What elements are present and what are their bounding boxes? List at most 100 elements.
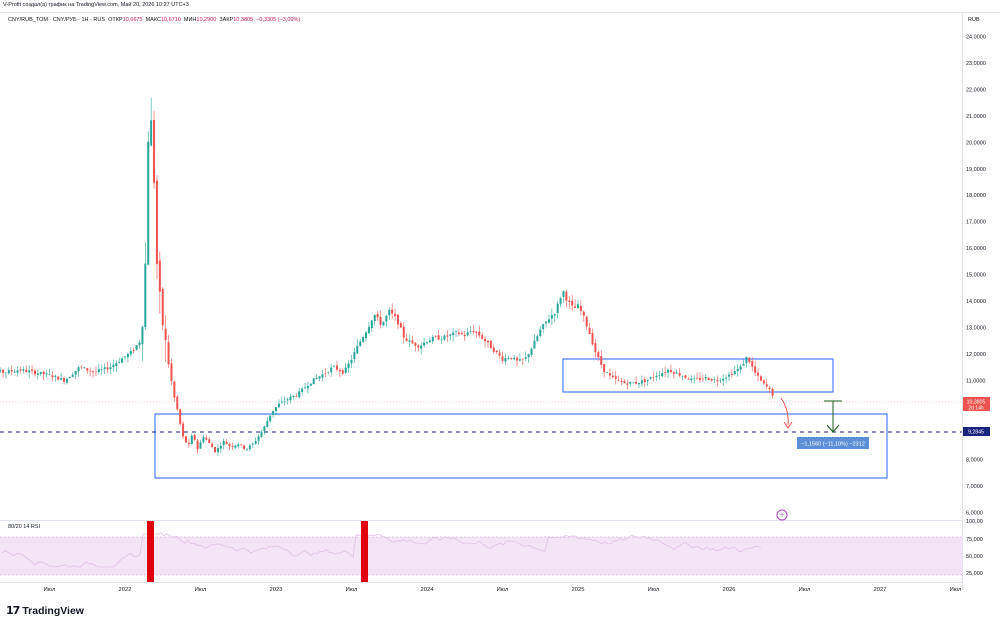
candle-body: [463, 335, 466, 337]
price-tick-label: 6,0000: [966, 511, 983, 517]
candle-body: [376, 314, 379, 318]
time-tick-label: Июл: [497, 587, 509, 593]
candle-body: [759, 376, 762, 381]
candle-body: [42, 371, 45, 375]
candle-body: [730, 373, 733, 375]
candle-body: [222, 440, 225, 446]
candle-body: [475, 331, 478, 333]
candle-body: [698, 377, 701, 380]
candle-body: [658, 375, 661, 376]
candle-body: [338, 369, 341, 372]
candle-body: [51, 375, 54, 378]
close-label: ЗАКР: [219, 17, 234, 23]
rsi-tick-50: 50,000: [966, 554, 983, 560]
alert-icon[interactable]: +: [776, 509, 788, 521]
candle-body: [437, 335, 440, 340]
tradingview-logo-text: TradingView: [22, 604, 84, 617]
candle-body: [637, 383, 640, 385]
candle-body: [382, 321, 385, 326]
candle-body: [751, 361, 754, 367]
candle-body: [132, 350, 135, 351]
candle-body: [649, 377, 652, 379]
candle-body: [678, 373, 681, 376]
candle-body: [455, 331, 458, 333]
low-value: 10,2900: [196, 17, 217, 23]
price-tick-label: 13,0000: [966, 325, 986, 331]
candle-body: [553, 314, 556, 316]
candle-body: [452, 332, 455, 336]
candle-body: [315, 377, 318, 379]
candle-body: [489, 341, 492, 349]
tradingview-logo-icon: 17: [6, 604, 20, 617]
time-tick-label: Июл: [195, 587, 207, 593]
time-tick-label: Июл: [799, 587, 811, 593]
candle-body: [179, 409, 182, 425]
price-tick-label: 16,0000: [966, 246, 986, 252]
price-axis[interactable]: 7,00008,00009,000010,000011,000012,00001…: [966, 35, 986, 517]
candle-body: [420, 345, 423, 349]
candle-body: [626, 383, 629, 385]
candle-body: [324, 372, 327, 374]
candle-body: [184, 436, 187, 443]
range-consolidation-box[interactable]: [562, 358, 834, 393]
candle-body: [646, 379, 649, 381]
rsi-band: [0, 537, 962, 575]
symbol-legend[interactable]: CNY/RUB_TOM · CNY/РУБ · 1Н · RUS ОТКР10,…: [8, 17, 300, 23]
candle-body: [89, 370, 92, 372]
candle-body: [124, 356, 126, 358]
candle-body: [196, 440, 199, 450]
candle-body: [571, 301, 574, 306]
candle-body: [629, 381, 632, 384]
target-price-tag: 9,2845: [963, 427, 990, 436]
candle-body: [434, 336, 437, 338]
candle-body: [335, 365, 338, 370]
candle-body: [74, 370, 77, 375]
candle-body: [478, 331, 481, 336]
rsi-title: 80/20 14 RSI: [8, 524, 41, 530]
candle-body: [365, 332, 368, 339]
measure-tool[interactable]: −1,1560 (−11,10%) −2312: [797, 400, 869, 449]
candle-body: [257, 436, 260, 441]
price-tick-label: 18,0000: [966, 193, 986, 199]
candle-body: [219, 445, 222, 449]
candle-body: [574, 306, 577, 308]
candle-body: [164, 328, 167, 341]
rsi-tick-100: 100,00: [966, 519, 983, 525]
candle-body: [129, 350, 132, 355]
time-axis[interactable]: Июл 2022 Июл 2023 Июл 2024 Июл 2025 Июл 2026 Июл 20…: [44, 587, 962, 593]
lower-support-box[interactable]: [154, 413, 888, 479]
candle-body: [516, 357, 519, 361]
tradingview-logo[interactable]: 17 TradingView: [6, 604, 84, 617]
candle-body: [446, 335, 449, 337]
candle-body: [272, 410, 275, 415]
candle-body: [518, 359, 521, 361]
candle-body: [716, 380, 719, 382]
candle-body: [295, 396, 298, 397]
candle-body: [550, 315, 553, 319]
candle-body: [693, 378, 696, 380]
candle-body: [286, 399, 289, 401]
candle-body: [158, 260, 161, 292]
candle-body: [304, 387, 307, 389]
candle-body: [472, 331, 475, 333]
candle-body: [504, 358, 507, 362]
candle-body: [254, 441, 257, 444]
time-tick-label: 2024: [421, 587, 435, 593]
candle-body: [28, 370, 31, 373]
candle-body: [193, 434, 196, 440]
candle-body: [353, 352, 356, 360]
candle-body: [94, 371, 97, 373]
low-label: МИН: [183, 17, 197, 23]
candle-body: [182, 423, 185, 437]
candle-body: [739, 366, 742, 370]
time-tick-label: Июл: [950, 587, 962, 593]
rsi-pane[interactable]: 100,00 75,000 50,000 25,000: [0, 519, 983, 582]
candle-body: [539, 329, 542, 337]
candle-body: [190, 435, 193, 445]
candle-body: [696, 378, 699, 379]
candle-body: [318, 376, 321, 379]
time-tick-label: 2025: [572, 587, 585, 593]
candle-body: [440, 339, 443, 341]
candle-body: [260, 431, 263, 437]
